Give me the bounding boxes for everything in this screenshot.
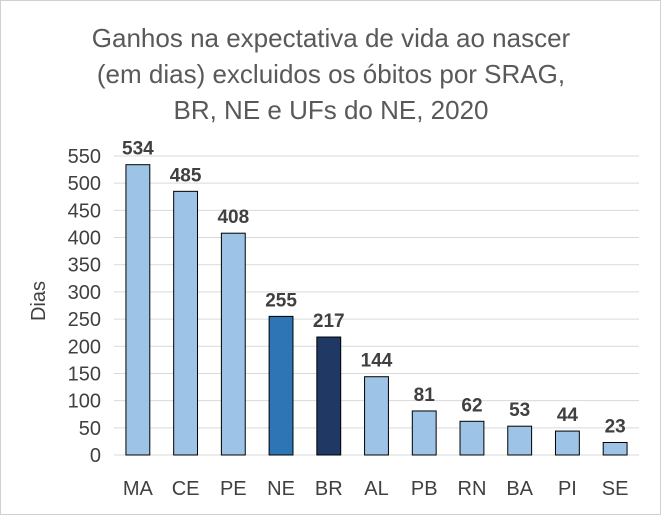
y-tick-label: 500 [68, 173, 101, 195]
bar-se [602, 441, 628, 456]
category-label-pi: PI [558, 478, 577, 500]
data-label-br: 217 [313, 311, 345, 332]
gridlines [114, 155, 639, 456]
chart-title-line-3: BR, NE e UFs do NE, 2020 [173, 95, 488, 125]
y-tick-label: 150 [68, 363, 101, 385]
bar-ba [507, 425, 533, 456]
category-label-al: AL [364, 478, 388, 500]
data-label-ce: 485 [170, 165, 202, 186]
bar-br [316, 336, 342, 456]
chart-title-line-1: Ganhos na expectativa de vida ao nascer [92, 23, 571, 53]
y-tick-label: 50 [79, 418, 101, 440]
category-label-rn: RN [458, 478, 487, 500]
category-label-pb: PB [411, 478, 438, 500]
chart-title-line-2: (em dias) excluidos os óbitos por SRAG, [97, 59, 565, 89]
bar-al [364, 376, 389, 456]
y-tick-label: 0 [90, 445, 101, 467]
y-tick-label: 400 [68, 228, 101, 250]
data-label-pi: 44 [557, 405, 579, 426]
y-tick-label: 450 [68, 200, 101, 222]
bar-ne [268, 315, 294, 456]
data-labels: 534 485 408 255 217 144 81 62 53 44 23 [122, 139, 626, 438]
data-label-ne: 255 [265, 290, 297, 311]
data-label-ba: 53 [509, 400, 530, 421]
y-tick-label: 550 [68, 146, 101, 168]
category-label-se: SE [602, 478, 629, 500]
data-label-se: 23 [605, 416, 626, 437]
bar-rn [459, 420, 485, 456]
category-label-ba: BA [506, 478, 533, 500]
category-label-br: BR [315, 478, 343, 500]
bar-pe [220, 232, 246, 456]
bar-ma [125, 164, 151, 456]
data-label-rn: 62 [461, 395, 482, 416]
y-tick-labels: 0 50 100 150 200 250 300 350 400 450 500 550 [68, 146, 101, 467]
bars [125, 164, 628, 456]
data-label-pe: 408 [217, 207, 249, 228]
data-label-pb: 81 [414, 385, 436, 406]
y-tick-label: 200 [68, 336, 101, 358]
data-label-al: 144 [361, 351, 393, 372]
y-axis-title: Dias [28, 281, 50, 321]
category-label-ne: NE [267, 478, 295, 500]
bar-pi [554, 430, 580, 456]
category-label-ce: CE [172, 478, 200, 500]
bar-pb [411, 410, 437, 456]
category-labels: MA CE PE NE BR AL PB RN BA PI SE [123, 478, 629, 500]
bar-ce [173, 190, 199, 456]
y-tick-label: 250 [68, 309, 101, 331]
y-tick-label: 300 [68, 282, 101, 304]
category-label-ma: MA [123, 478, 154, 500]
data-label-ma: 534 [122, 139, 154, 160]
y-tick-label: 100 [68, 391, 101, 413]
y-tick-label: 350 [68, 255, 101, 277]
category-label-pe: PE [220, 478, 247, 500]
